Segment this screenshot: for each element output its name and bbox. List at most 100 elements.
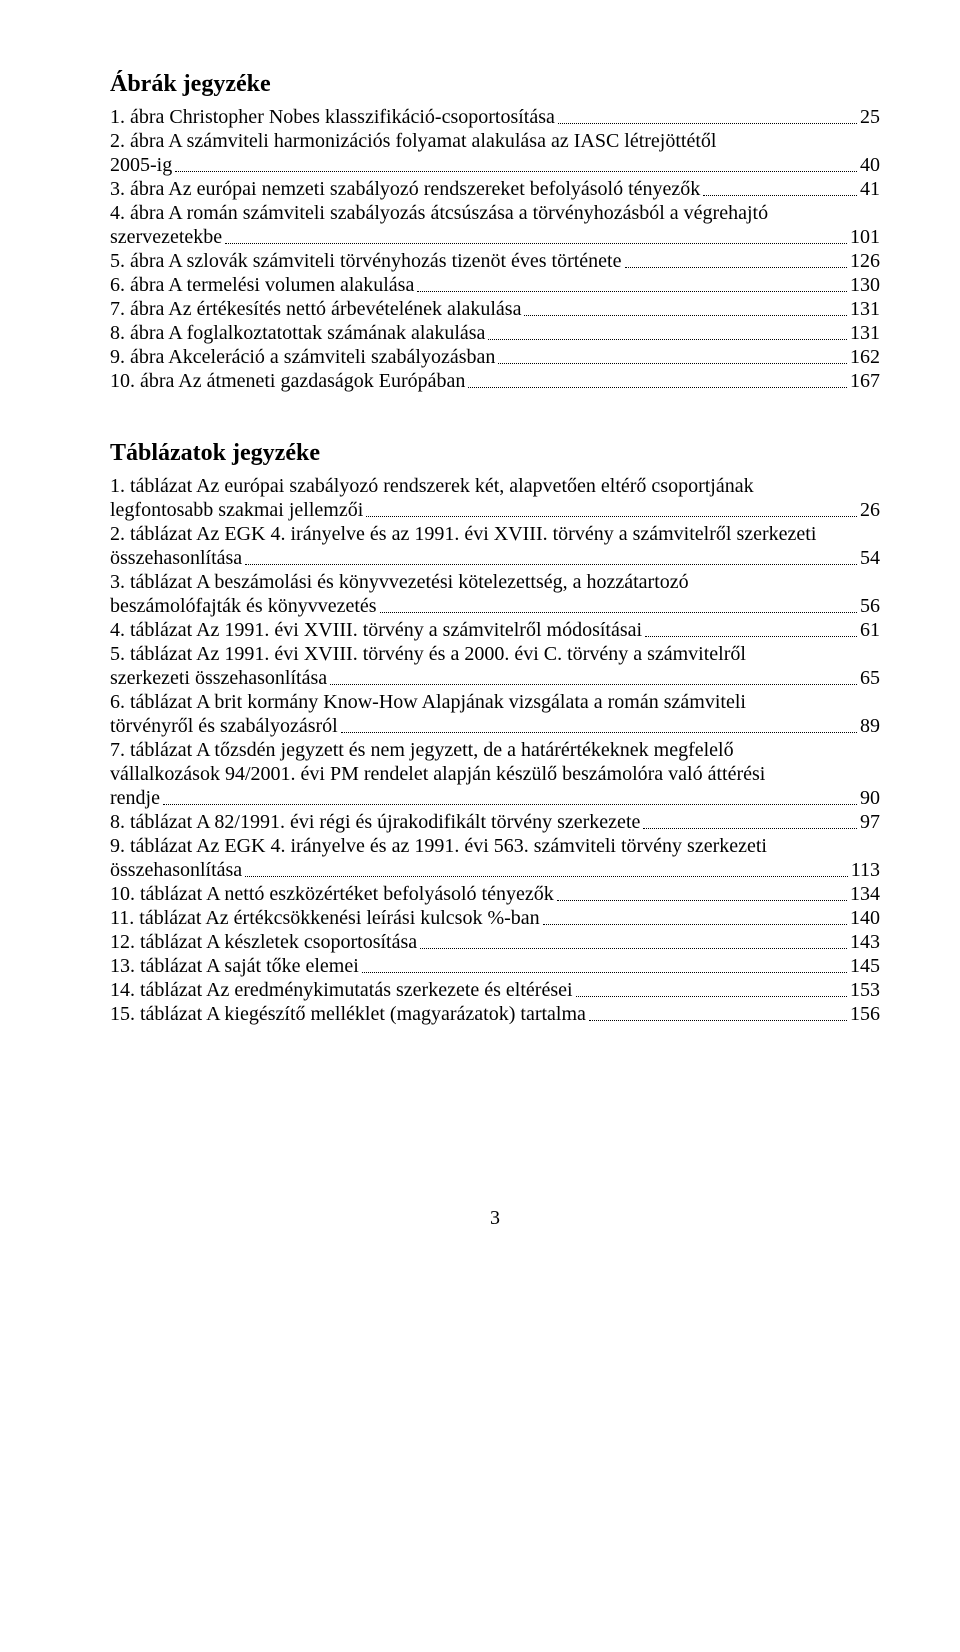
toc-entry: 6. ábra A termelési volumen alakulása 13… — [110, 273, 880, 297]
toc-leader — [524, 301, 847, 316]
toc-leader — [625, 253, 848, 268]
toc-page: 145 — [850, 954, 880, 978]
page-number: 3 — [110, 1206, 880, 1230]
toc-text: szerkezeti összehasonlítása — [110, 666, 327, 690]
toc-text: összehasonlítása — [110, 858, 242, 882]
toc-text-line: 9. táblázat Az EGK 4. irányelve és az 19… — [110, 834, 880, 858]
tables-section: Táblázatok jegyzéke 1. táblázat Az európ… — [110, 439, 880, 1026]
toc-page: 131 — [850, 297, 880, 321]
toc-entry: 11. táblázat Az értékcsökkenési leírási … — [110, 906, 880, 930]
toc-text: törvényről és szabályozásról — [110, 714, 338, 738]
toc-text-line: 6. táblázat A brit kormány Know-How Alap… — [110, 690, 880, 714]
figures-section: Ábrák jegyzéke 1. ábra Christopher Nobes… — [110, 70, 880, 393]
toc-text-line: 2. táblázat Az EGK 4. irányelve és az 19… — [110, 522, 880, 546]
toc-leader — [643, 814, 857, 829]
toc-entry: 9. ábra Akceleráció a számviteli szabály… — [110, 345, 880, 369]
toc-page: 140 — [850, 906, 880, 930]
toc-text-line: 4. ábra A román számviteli szabályozás á… — [110, 201, 880, 225]
toc-text: beszámolófajták és könyvvezetés — [110, 594, 377, 618]
toc-text-line: 1. táblázat Az európai szabályozó rendsz… — [110, 474, 880, 498]
toc-leader — [558, 109, 857, 124]
toc-entry: 8. táblázat A 82/1991. évi régi és újrak… — [110, 810, 880, 834]
toc-page: 131 — [850, 321, 880, 345]
toc-page: 26 — [860, 498, 880, 522]
toc-leader — [362, 958, 847, 973]
toc-page: 126 — [850, 249, 880, 273]
toc-text: 12. táblázat A készletek csoportosítása — [110, 930, 417, 954]
toc-entry: törvényről és szabályozásról 89 — [110, 714, 880, 738]
toc-text: 14. táblázat Az eredménykimutatás szerke… — [110, 978, 573, 1002]
toc-text-line: 2. ábra A számviteli harmonizációs folya… — [110, 129, 880, 153]
toc-leader — [589, 1006, 847, 1021]
toc-leader — [163, 790, 857, 805]
toc-leader — [245, 862, 848, 877]
toc-text: 11. táblázat Az értékcsökkenési leírási … — [110, 906, 540, 930]
toc-entry: 4. táblázat Az 1991. évi XVIII. törvény … — [110, 618, 880, 642]
toc-leader — [576, 982, 847, 997]
toc-entry: 7. ábra Az értékesítés nettó árbevételén… — [110, 297, 880, 321]
toc-text: 4. táblázat Az 1991. évi XVIII. törvény … — [110, 618, 642, 642]
toc-entry: 14. táblázat Az eredménykimutatás szerke… — [110, 978, 880, 1002]
toc-page: 41 — [860, 177, 880, 201]
toc-page: 113 — [851, 858, 880, 882]
toc-entry: 8. ábra A foglalkoztatottak számának ala… — [110, 321, 880, 345]
toc-text: szervezetekbe — [110, 225, 222, 249]
toc-entry: 3. ábra Az európai nemzeti szabályozó re… — [110, 177, 880, 201]
toc-text: 6. ábra A termelési volumen alakulása — [110, 273, 414, 297]
toc-text-line: 3. táblázat A beszámolási és könyvvezeté… — [110, 570, 880, 594]
toc-text: 2005-ig — [110, 153, 172, 177]
toc-text: 1. ábra Christopher Nobes klasszifikáció… — [110, 105, 555, 129]
toc-entry: szerkezeti összehasonlítása 65 — [110, 666, 880, 690]
toc-page: 56 — [860, 594, 880, 618]
toc-text: 15. táblázat A kiegészítő melléklet (mag… — [110, 1002, 586, 1026]
toc-entry: összehasonlítása 54 — [110, 546, 880, 570]
toc-entry: 12. táblázat A készletek csoportosítása … — [110, 930, 880, 954]
toc-entry: beszámolófajták és könyvvezetés 56 — [110, 594, 880, 618]
toc-page: 54 — [860, 546, 880, 570]
toc-page: 167 — [850, 369, 880, 393]
toc-leader — [498, 349, 847, 364]
toc-entry: szervezetekbe 101 — [110, 225, 880, 249]
toc-text: összehasonlítása — [110, 546, 242, 570]
figures-heading: Ábrák jegyzéke — [110, 70, 880, 99]
toc-text: 3. ábra Az európai nemzeti szabályozó re… — [110, 177, 700, 201]
toc-entry: 2005-ig 40 — [110, 153, 880, 177]
toc-page: 130 — [850, 273, 880, 297]
toc-leader — [543, 910, 847, 925]
toc-text: 10. ábra Az átmeneti gazdaságok Európába… — [110, 369, 465, 393]
toc-leader — [175, 157, 857, 172]
toc-text: 10. táblázat A nettó eszközértéket befol… — [110, 882, 554, 906]
toc-leader — [488, 325, 847, 340]
toc-entry: 10. táblázat A nettó eszközértéket befol… — [110, 882, 880, 906]
toc-page: 156 — [850, 1002, 880, 1026]
toc-page: 153 — [850, 978, 880, 1002]
toc-text: rendje — [110, 786, 160, 810]
toc-text: legfontosabb szakmai jellemzői — [110, 498, 363, 522]
toc-leader — [468, 373, 847, 388]
toc-entry: 13. táblázat A saját tőke elemei 145 — [110, 954, 880, 978]
toc-page: 65 — [860, 666, 880, 690]
toc-leader — [557, 886, 847, 901]
toc-page: 89 — [860, 714, 880, 738]
toc-text-line: 5. táblázat Az 1991. évi XVIII. törvény … — [110, 642, 880, 666]
toc-page: 143 — [850, 930, 880, 954]
toc-text: 13. táblázat A saját tőke elemei — [110, 954, 359, 978]
toc-text-line: vállalkozások 94/2001. évi PM rendelet a… — [110, 762, 880, 786]
toc-page: 25 — [860, 105, 880, 129]
toc-leader — [245, 550, 857, 565]
tables-heading: Táblázatok jegyzéke — [110, 439, 880, 468]
toc-leader — [330, 670, 857, 685]
toc-entry: 1. ábra Christopher Nobes klasszifikáció… — [110, 105, 880, 129]
toc-text: 8. ábra A foglalkoztatottak számának ala… — [110, 321, 485, 345]
toc-leader — [225, 229, 847, 244]
figures-list: 1. ábra Christopher Nobes klasszifikáció… — [110, 105, 880, 393]
toc-leader — [417, 277, 847, 292]
toc-entry: legfontosabb szakmai jellemzői 26 — [110, 498, 880, 522]
toc-page: 40 — [860, 153, 880, 177]
toc-text: 7. ábra Az értékesítés nettó árbevételén… — [110, 297, 521, 321]
toc-page: 90 — [860, 786, 880, 810]
toc-leader — [420, 934, 847, 949]
toc-text: 9. ábra Akceleráció a számviteli szabály… — [110, 345, 495, 369]
toc-entry: összehasonlítása 113 — [110, 858, 880, 882]
toc-entry: 10. ábra Az átmeneti gazdaságok Európába… — [110, 369, 880, 393]
